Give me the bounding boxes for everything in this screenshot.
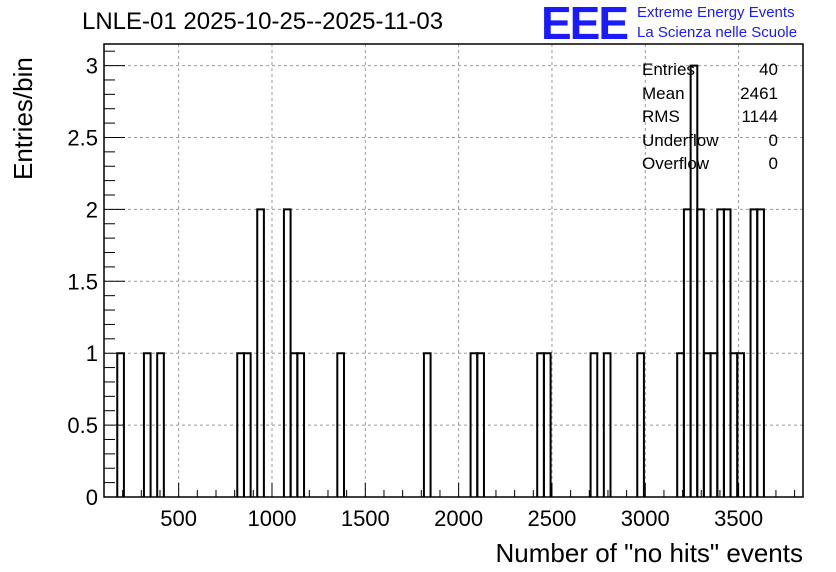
stats-box: Entries 40 Mean 2461 RMS 1144 Underflow … — [642, 58, 778, 176]
stats-entries-value: 40 — [759, 58, 778, 82]
stats-entries-label: Entries — [642, 58, 695, 82]
stats-mean-value: 2461 — [740, 82, 778, 106]
y-tick-label: 0.5 — [67, 413, 98, 438]
stats-rms-value: 1144 — [741, 105, 778, 129]
x-tick-label: 1500 — [341, 506, 390, 531]
histogram-bar — [591, 353, 598, 497]
y-tick-label: 2 — [86, 197, 98, 222]
x-tick-label: 2000 — [434, 506, 483, 531]
stats-row-entries: Entries 40 — [642, 58, 778, 82]
x-tick-label: 3500 — [714, 506, 763, 531]
histogram-bar — [704, 353, 711, 497]
stats-row-mean: Mean 2461 — [642, 82, 778, 106]
x-tick-label: 1000 — [248, 506, 297, 531]
histogram-bar — [537, 353, 544, 497]
stats-mean-label: Mean — [642, 82, 685, 106]
y-tick-label: 0 — [86, 485, 98, 510]
histogram-bar — [544, 353, 551, 497]
histogram-bar — [297, 353, 304, 497]
y-tick-label: 2.5 — [67, 125, 98, 150]
histogram-bar — [604, 353, 611, 497]
stats-underflow-label: Underflow — [642, 129, 719, 153]
y-tick-label: 3 — [86, 54, 98, 79]
x-tick-label: 3000 — [621, 506, 670, 531]
stats-overflow-value: 0 — [769, 152, 778, 176]
stats-row-underflow: Underflow 0 — [642, 129, 778, 153]
y-tick-label: 1 — [86, 341, 98, 366]
histogram-bar — [711, 353, 718, 497]
stats-underflow-value: 0 — [769, 129, 778, 153]
x-tick-label: 500 — [160, 506, 197, 531]
histogram-bar — [244, 353, 251, 497]
stats-row-rms: RMS 1144 — [642, 105, 778, 129]
histogram-bar — [237, 353, 244, 497]
x-tick-label: 2500 — [527, 506, 576, 531]
histogram-bar — [284, 209, 291, 497]
y-tick-label: 1.5 — [67, 269, 98, 294]
histogram-bar — [424, 353, 431, 497]
stats-rms-label: RMS — [642, 105, 680, 129]
histogram-bar — [724, 209, 731, 497]
histogram-bar — [471, 353, 478, 497]
histogram-bar — [731, 353, 738, 497]
histogram-bar — [477, 353, 484, 497]
stats-overflow-label: Overflow — [642, 152, 709, 176]
histogram-bar — [291, 353, 298, 497]
stats-row-overflow: Overflow 0 — [642, 152, 778, 176]
